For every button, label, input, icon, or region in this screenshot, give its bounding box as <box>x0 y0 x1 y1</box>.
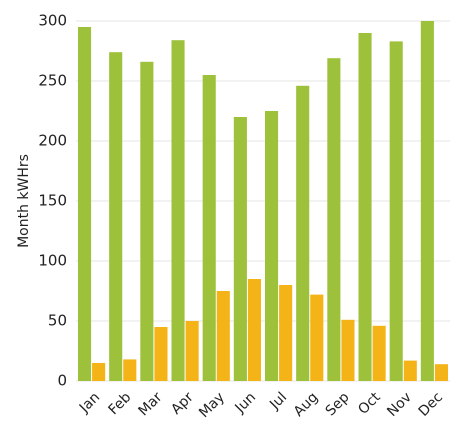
y-tick-label: 250 <box>38 72 67 90</box>
x-tick-label: Jul <box>266 389 290 413</box>
bar <box>327 58 341 381</box>
bar <box>310 294 324 381</box>
bar <box>216 291 230 381</box>
bar <box>372 325 386 381</box>
y-tick-label: 200 <box>38 132 67 150</box>
bar <box>171 40 185 381</box>
x-tick-label: Mar <box>136 389 166 419</box>
bar <box>154 327 168 381</box>
x-tick-label: Feb <box>106 389 135 418</box>
x-tick-label: Apr <box>168 389 197 418</box>
bar <box>358 33 372 381</box>
y-tick-label: 100 <box>38 252 67 270</box>
x-tick-label: May <box>196 389 228 421</box>
bar <box>434 364 449 381</box>
bar <box>279 285 293 381</box>
x-tick-label: Jan <box>76 389 103 416</box>
bar <box>77 27 92 381</box>
x-tick-label: Oct <box>355 389 384 418</box>
bar <box>109 52 123 381</box>
bar <box>123 359 137 381</box>
bar <box>420 21 434 381</box>
y-axis-label: Month kWHrs <box>16 154 32 248</box>
bar <box>389 41 403 382</box>
bar <box>185 321 199 381</box>
x-tick-label: Dec <box>416 389 446 419</box>
bar <box>202 75 216 381</box>
y-tick-label: 50 <box>48 312 67 330</box>
y-tick-label: 0 <box>57 372 67 390</box>
bar <box>403 360 417 381</box>
x-tick-label: Aug <box>291 389 322 420</box>
bar <box>296 85 310 382</box>
bar <box>264 111 279 381</box>
y-tick-label: 300 <box>38 12 67 30</box>
x-tick-label: Sep <box>323 389 353 419</box>
y-tick-label: 150 <box>38 192 67 210</box>
bar <box>233 117 247 381</box>
bar <box>92 363 106 381</box>
bar <box>341 319 355 381</box>
bar <box>247 279 262 381</box>
x-tick-label: Jun <box>232 389 259 416</box>
bar <box>140 61 154 382</box>
x-tick-label: Nov <box>384 389 415 420</box>
